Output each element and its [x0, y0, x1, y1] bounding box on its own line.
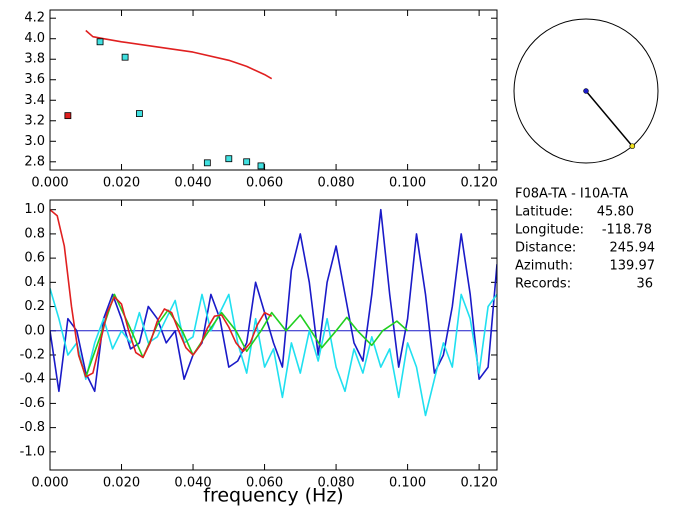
station-b [629, 143, 636, 149]
x-tick-label: 0.040 [174, 176, 211, 191]
x-axis-label: frequency (Hz) [203, 485, 343, 507]
series-line [50, 208, 497, 393]
x-tick-label: 0.080 [317, 476, 354, 491]
series-line [50, 288, 497, 417]
series-group [85, 29, 273, 80]
x-tick-label: 0.100 [389, 476, 426, 491]
x-tick-label: 0.120 [461, 476, 498, 491]
info-value: 36 [636, 277, 653, 292]
y-tick-label: -0.6 [20, 396, 45, 411]
info-label: Records: [515, 277, 571, 292]
marker [96, 38, 104, 46]
y-tick-label: 2.8 [24, 154, 45, 169]
y-tick-label: 0.2 [24, 299, 45, 314]
info-title: F08A-TA - I10A-TA [515, 187, 628, 202]
info-label: Azimuth: [515, 259, 573, 274]
marker [203, 159, 211, 167]
y-tick-label: 0.4 [24, 275, 45, 290]
x-tick-label: 0.060 [246, 176, 283, 191]
marker [64, 112, 72, 120]
info-label: Latitude: [515, 205, 573, 220]
marker [121, 53, 129, 61]
station-a [583, 88, 589, 94]
series-line [85, 29, 273, 80]
y-tick-label: -0.4 [20, 372, 45, 387]
y-tick-label: 4.0 [24, 31, 45, 46]
info-label: Distance: [515, 241, 576, 256]
x-tick-label: 0.000 [31, 176, 68, 191]
info-value: 45.80 [597, 205, 634, 220]
series-line [77, 293, 409, 378]
plot: 0.000 0.020 0.040 0.060 0.080 0.100 0.120 2.8 3.… [24, 9, 498, 191]
x-tick-label: 0.080 [317, 176, 354, 191]
azimuth-circle [513, 18, 659, 164]
marker [243, 158, 251, 166]
marker [135, 110, 143, 117]
info-value: 245.94 [610, 241, 656, 256]
x-tick-label: 0.100 [389, 176, 426, 191]
x-tick-label: 0.060 [246, 476, 283, 491]
plot: 0.000 0.020 0.040 0.060 0.080 0.100 0.120 1.0 0.… [20, 199, 498, 507]
series-line [50, 209, 273, 378]
plot-frame [49, 199, 498, 471]
plot-frame [49, 9, 498, 171]
y-tick-label: 0.0 [24, 323, 45, 338]
info-panel: F08A-TA - I10A-TA Latitude: 45.80 Longitud… [515, 187, 655, 292]
marker [225, 155, 233, 163]
series-group [50, 208, 497, 417]
y-tick-label: -0.2 [20, 347, 45, 362]
info-value: -118.78 [602, 223, 652, 238]
x-tick-label: 0.120 [461, 176, 498, 191]
y-tick-label: 3.0 [24, 134, 45, 149]
info-value: 139.97 [610, 259, 656, 274]
y-tick-label: 3.4 [24, 93, 45, 108]
info-label: Longitude: [515, 223, 584, 238]
x-tick-label: 0.040 [174, 476, 211, 491]
y-tick-label: 3.2 [24, 113, 45, 128]
x-tick-label: 0.000 [31, 476, 68, 491]
y-tick-label: 1.0 [24, 202, 45, 217]
azimuth-line [585, 90, 633, 147]
y-tick-label: 3.8 [24, 52, 45, 67]
y-tick-label: 0.8 [24, 226, 45, 241]
x-tick-label: 0.020 [103, 476, 140, 491]
y-tick-label: 0.6 [24, 251, 45, 266]
y-tick-label: -1.0 [20, 444, 45, 459]
y-tick-label: 4.2 [24, 11, 45, 26]
x-tick-label: 0.020 [103, 176, 140, 191]
marker [257, 162, 265, 170]
y-tick-label: 3.6 [24, 72, 45, 87]
y-tick-label: -0.8 [20, 420, 45, 435]
